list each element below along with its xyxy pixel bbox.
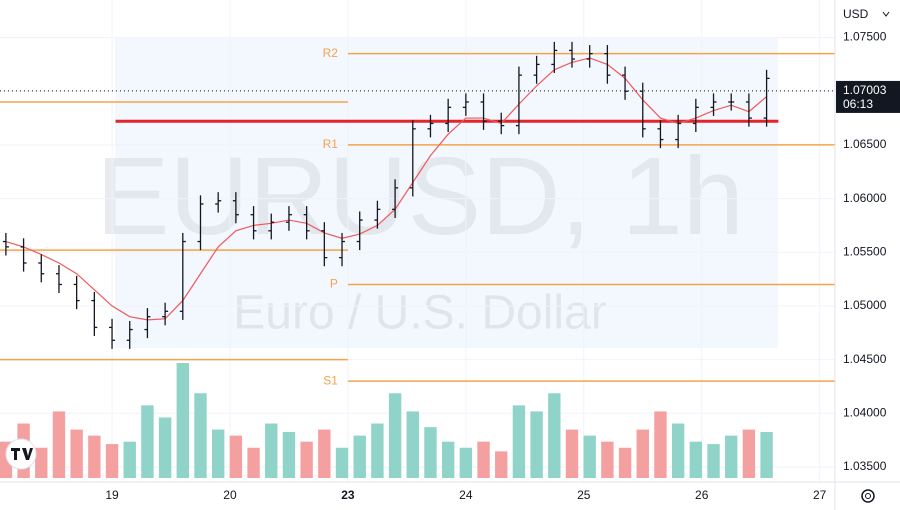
volume-bar xyxy=(70,429,83,478)
volume-bar xyxy=(176,363,189,478)
x-tick-label: 24 xyxy=(459,488,473,502)
volume-bar xyxy=(388,393,402,478)
y-tick-label: 1.05500 xyxy=(843,244,887,258)
volume-bar xyxy=(583,435,596,478)
volume-bar xyxy=(548,393,561,478)
volume-bar xyxy=(371,423,384,478)
moving-average xyxy=(5,57,767,321)
volume-bar xyxy=(247,447,260,478)
volume-bar xyxy=(565,429,579,478)
volume-bar xyxy=(441,441,455,478)
volume-bar xyxy=(512,405,526,478)
volume-bar xyxy=(282,432,296,478)
volume-bar xyxy=(123,441,136,478)
volume-bar xyxy=(318,429,331,478)
y-tick-label: 1.03500 xyxy=(843,459,887,473)
volume-bar xyxy=(158,417,172,478)
volume-bar xyxy=(459,447,473,478)
y-tick-label: 1.05000 xyxy=(843,298,887,312)
x-tick-label: 20 xyxy=(223,488,237,502)
volume-bar xyxy=(601,441,614,478)
volume-bar xyxy=(105,444,119,478)
currency-menu-icon[interactable] xyxy=(882,11,890,17)
plot: R2 R1 P S1 xyxy=(0,0,835,482)
volume-bar xyxy=(477,441,490,478)
y-tick-label: 1.07500 xyxy=(843,30,887,44)
x-tick-label: 23 xyxy=(341,488,355,502)
x-tick-label: 25 xyxy=(577,488,591,502)
profile-region xyxy=(115,38,778,348)
level-label: S1 xyxy=(323,373,338,387)
x-tick-label: 27 xyxy=(813,488,827,502)
volume-bar xyxy=(689,441,703,478)
level-label: P xyxy=(330,277,338,291)
countdown: 06:13 xyxy=(843,97,873,111)
volume-bar xyxy=(760,432,773,478)
level-label: R1 xyxy=(323,137,339,151)
volume-bar xyxy=(353,435,366,478)
x-tick-label: 19 xyxy=(105,488,119,502)
volume-bar xyxy=(265,423,278,478)
currency[interactable]: USD xyxy=(843,7,869,21)
volume-bar xyxy=(300,441,313,478)
volume-bar xyxy=(141,405,154,478)
volume-bar xyxy=(530,411,543,478)
volume-bar xyxy=(211,429,225,478)
volume-bar xyxy=(654,411,667,478)
y-tick-label: 1.06500 xyxy=(843,137,887,151)
last-price-box xyxy=(836,80,900,113)
volume-bar xyxy=(742,429,756,478)
watermark-symbol: EURUSD, 1h xyxy=(96,135,744,258)
volume-bar xyxy=(424,427,437,478)
volume-bar xyxy=(88,435,101,478)
volume-bar xyxy=(618,447,632,478)
volume-bar xyxy=(671,423,685,478)
volume-bar xyxy=(52,411,66,478)
volume-bar xyxy=(335,447,349,478)
watermark-description: Euro / U.S. Dollar xyxy=(233,287,606,340)
level-label: R2 xyxy=(323,46,339,60)
volume-bar xyxy=(725,435,738,478)
y-tick-label: 1.06000 xyxy=(843,191,887,205)
volume-bar xyxy=(194,393,207,478)
y-tick-label: 1.04500 xyxy=(843,352,887,366)
x-tick-label: 26 xyxy=(695,488,709,502)
volume-bar xyxy=(636,429,649,478)
volume-bar xyxy=(495,451,508,478)
volume-bar xyxy=(406,411,419,478)
volume-bar xyxy=(229,435,243,478)
y-tick-label: 1.04000 xyxy=(843,405,887,419)
volume-bar xyxy=(707,444,720,478)
last-price-label: 1.07003 xyxy=(843,83,887,97)
settings-icon[interactable] xyxy=(861,489,875,503)
tv-logo xyxy=(5,438,37,470)
volume-bar xyxy=(35,447,48,478)
